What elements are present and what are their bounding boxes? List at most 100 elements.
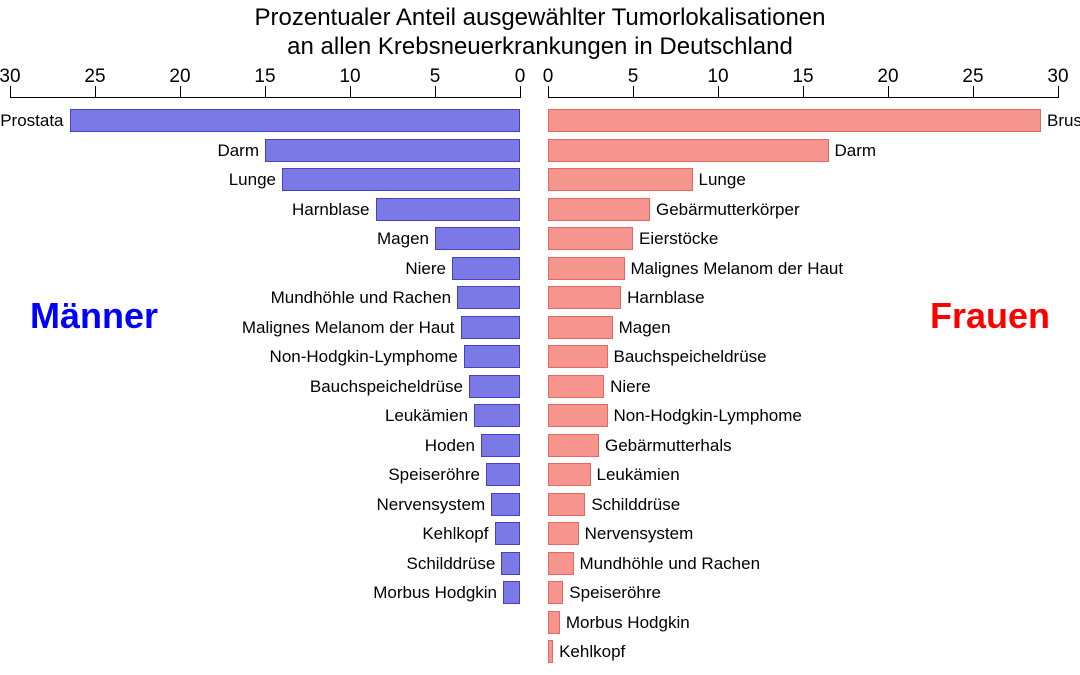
bar-label: Niere [405,259,446,279]
bar [548,552,574,575]
bar-label: Malignes Melanom der Haut [631,259,844,279]
bar [548,493,585,516]
bar-label: Malignes Melanom der Haut [242,318,455,338]
bar [265,139,520,162]
bar-row: Prostata [10,106,520,136]
axis-tick-label: 20 [868,66,908,88]
bar-label: Nervensystem [376,495,485,515]
bar-label: Schilddrüse [591,495,680,515]
axis-tick-label: 5 [415,66,455,88]
bar-row: Niere [548,372,1058,402]
bar [548,581,563,604]
axis-tick-label: 10 [330,66,370,88]
butterfly-chart: Prozentualer Anteil ausgewählter Tumorlo… [0,0,1080,675]
axis-tick-label: 30 [0,66,30,88]
bar-row: Magen [10,224,520,254]
bar [548,375,604,398]
bar [548,227,633,250]
axis-tick-label: 25 [75,66,115,88]
bar-row: Gebärmutterhals [548,431,1058,461]
bar-row: Schilddrüse [548,490,1058,520]
bar-row: Schilddrüse [10,549,520,579]
bar-label: Harnblase [292,200,370,220]
bar-label: Eierstöcke [639,229,718,249]
bar-row: Mundhöhle und Rachen [548,549,1058,579]
bar-row: Kehlkopf [10,519,520,549]
bar-label: Leukämien [385,406,468,426]
bar-row: Lunge [548,165,1058,195]
bar-label: Prostata [0,111,63,131]
bar [452,257,520,280]
axis-tick-label: 15 [783,66,823,88]
bar [548,316,613,339]
bar-row: Kehlkopf [548,637,1058,667]
bar-row: Nervensystem [548,519,1058,549]
bar-row: Nervensystem [10,490,520,520]
x-axis-right: 051015202530 [548,70,1058,98]
title-line-2: an allen Krebsneuerkrankungen in Deutsch… [287,33,793,60]
bar-row: Non-Hodgkin-Lymphome [10,342,520,372]
bar [548,522,579,545]
bar [501,552,520,575]
bar-label: Magen [619,318,671,338]
bar [548,404,608,427]
bar-label: Gebärmutterhals [605,436,732,456]
bar-label: Harnblase [627,288,705,308]
chart-title: Prozentualer Anteil ausgewählter Tumorlo… [0,4,1080,62]
bar [548,139,829,162]
bar-label: Niere [610,377,651,397]
bar-label: Lunge [699,170,746,190]
bar-row: Darm [10,136,520,166]
bar-row: Non-Hodgkin-Lymphome [548,401,1058,431]
bar-row: Malignes Melanom der Haut [548,254,1058,284]
axis-tick-label: 10 [698,66,738,88]
bar [503,581,520,604]
bar [457,286,520,309]
axis-tick-label: 20 [160,66,200,88]
bar-row: Brustdrüse [548,106,1058,136]
bar-label: Morbus Hodgkin [373,583,497,603]
bar-label: Speiseröhre [569,583,661,603]
bar-label: Bauchspeicheldrüse [614,347,767,367]
bar [548,611,560,634]
bar-row: Eierstöcke [548,224,1058,254]
bar-label: Non-Hodgkin-Lymphome [614,406,802,426]
bar-label: Schilddrüse [406,554,495,574]
bar-label: Kehlkopf [559,642,625,662]
bar [435,227,520,250]
bar-label: Morbus Hodgkin [566,613,690,633]
bar [481,434,520,457]
bar-label: Gebärmutterkörper [656,200,800,220]
bar [548,168,693,191]
bar-label: Non-Hodgkin-Lymphome [270,347,458,367]
bar [548,257,625,280]
axis-tick-label: 0 [528,66,568,88]
bar [548,345,608,368]
axis-tick-label: 15 [245,66,285,88]
bar [469,375,520,398]
bar-label: Mundhöhle und Rachen [271,288,452,308]
bar [548,198,650,221]
bar-row: Leukämien [10,401,520,431]
bar-label: Lunge [229,170,276,190]
bar [548,434,599,457]
bar-label: Bauchspeicheldrüse [310,377,463,397]
bar [486,463,520,486]
bar [464,345,520,368]
bar-label: Nervensystem [585,524,694,544]
bar-label: Hoden [425,436,475,456]
bar-label: Magen [377,229,429,249]
bar-row: Niere [10,254,520,284]
plot-men: ProstataDarm Lunge Harnblase Magen Niere Mund… [10,106,520,608]
axis-tick-label: 25 [953,66,993,88]
bar [376,198,521,221]
bar-row: Morbus Hodgkin [10,578,520,608]
plot-women: BrustdrüseDarmLungeGebärmutterkörperEier… [548,106,1058,667]
heading-women: Frauen [930,295,1050,337]
bar [548,640,553,663]
bar-row: Speiseröhre [548,578,1058,608]
bar [70,109,521,132]
bar [282,168,520,191]
bar-row: Lunge [10,165,520,195]
heading-men: Männer [30,295,158,337]
